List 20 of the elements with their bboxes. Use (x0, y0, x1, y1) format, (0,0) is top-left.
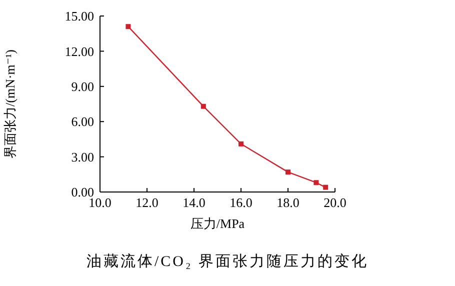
x-tick-label: 12.0 (136, 195, 158, 210)
point (238, 141, 244, 146)
point (126, 24, 131, 30)
point (286, 170, 290, 175)
y-tick-label: 3.00 (71, 149, 94, 164)
point (200, 104, 206, 109)
x-tick-label: 18.0 (276, 195, 300, 210)
y-tick-label: 12.00 (64, 44, 94, 59)
y-tick-label: 0.00 (71, 184, 94, 200)
y-tick-label: 6.00 (71, 114, 94, 130)
point (314, 180, 319, 186)
x-axis-title: 压力/MPa (190, 216, 245, 231)
text: 油藏流体/CO₂ 界面张力随压力的变化 (86, 252, 370, 271)
y-axis-title: 界面张力/(mN·m⁻¹) (2, 50, 18, 158)
y-tick-label: 15.00 (64, 8, 94, 24)
x-tick-label: 20.0 (324, 195, 346, 210)
point (323, 184, 328, 190)
x-tick-label: 14.0 (182, 195, 206, 210)
x-tick-label: 16.0 (230, 195, 252, 210)
y-tick-label: 9.00 (71, 79, 94, 94)
